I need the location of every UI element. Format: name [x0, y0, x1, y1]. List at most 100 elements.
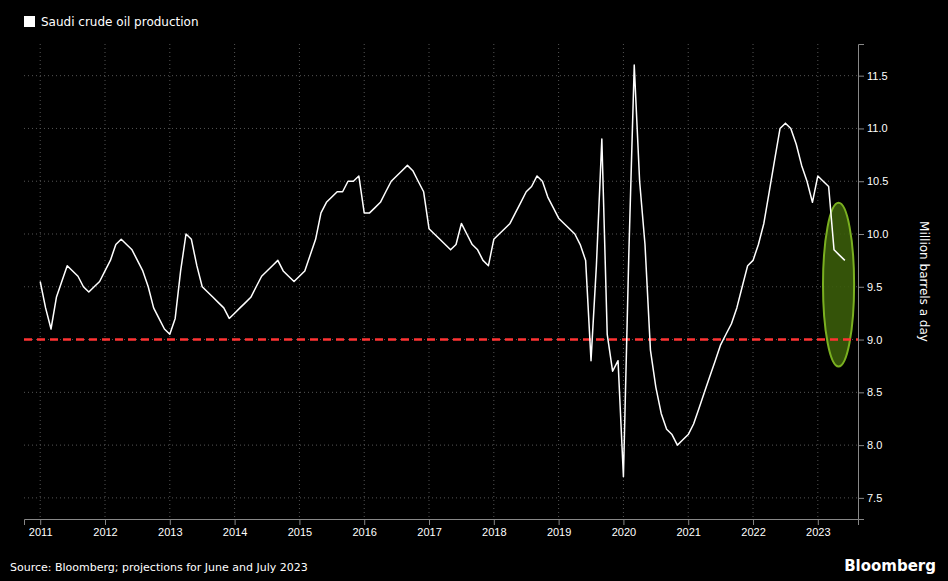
x-tick-label: 2015	[288, 526, 312, 538]
x-tick: 2021	[676, 519, 700, 538]
x-tick-mark	[40, 519, 41, 525]
legend: Saudi crude oil production	[24, 15, 199, 29]
x-tick-label: 2016	[352, 526, 376, 538]
y-tick: 10.0	[858, 228, 888, 240]
x-tick: 2023	[806, 519, 830, 538]
grid-line-y	[24, 445, 858, 446]
x-tick-label: 2018	[482, 526, 506, 538]
y-tick: 8.0	[858, 439, 882, 451]
x-tick-label: 2012	[93, 526, 117, 538]
x-tick: 2015	[288, 519, 312, 538]
y-tick-mark	[858, 340, 864, 341]
y-tick-label: 10.5	[867, 175, 888, 187]
y-tick-label: 7.5	[867, 492, 882, 504]
x-tick: 2016	[352, 519, 376, 538]
grid-line-y	[24, 339, 858, 340]
x-axis: 2011 2012 2013 2014 2015 2016 2017 2018 2019 2020…	[25, 519, 859, 538]
x-axis-line	[25, 520, 859, 526]
x-tick-label: 2022	[741, 526, 765, 538]
x-tick-mark	[170, 519, 171, 525]
y-tick-label: 9.5	[867, 281, 882, 293]
y-tick: 10.5	[858, 175, 888, 187]
grid-line-x	[493, 44, 494, 519]
legend-swatch	[24, 16, 35, 27]
x-tick-mark	[623, 519, 624, 525]
x-tick: 2013	[158, 519, 182, 538]
credit: Bloomberg	[844, 557, 936, 575]
y-tick-mark	[858, 128, 864, 129]
x-tick-mark	[364, 519, 365, 525]
x-tick-label: 2017	[417, 526, 441, 538]
y-axis: 7.5 8.0 8.5 9.0 9.5 10.0 10.5 11.0 11.5	[858, 45, 888, 520]
x-tick-label: 2013	[158, 526, 182, 538]
grid-line-y	[24, 75, 858, 76]
grid-line-y	[24, 181, 858, 182]
grid-line-x	[364, 44, 365, 519]
plot: 2011 2012 2013 2014 2015 2016 2017 2018 2019 2020…	[24, 44, 888, 538]
y-tick: 8.5	[858, 386, 882, 398]
grid-line-y	[24, 128, 858, 129]
x-tick: 2019	[547, 519, 571, 538]
grid-line-x	[558, 44, 559, 519]
grid-line-x	[105, 44, 106, 519]
highlight-ellipse	[823, 203, 854, 367]
x-tick-mark	[429, 519, 430, 525]
marks	[24, 65, 858, 477]
x-tick-mark	[235, 519, 236, 525]
legend-item: Saudi crude oil production	[24, 15, 199, 29]
y-tick-mark	[858, 76, 864, 77]
y-tick-label: 10.0	[867, 228, 888, 240]
grid-line-x	[234, 44, 235, 519]
x-tick: 2018	[482, 519, 506, 538]
x-tick-mark	[688, 519, 689, 525]
y-tick-mark	[858, 498, 864, 499]
x-tick: 2014	[223, 519, 247, 538]
y-tick: 7.5	[858, 492, 882, 504]
x-tick-mark	[105, 519, 106, 525]
series-line	[40, 65, 845, 477]
y-tick-mark	[858, 392, 864, 393]
y-tick-label: 9.0	[867, 334, 882, 346]
x-tick: 2011	[29, 519, 53, 538]
x-tick-mark	[299, 519, 300, 525]
x-tick-label: 2021	[676, 526, 700, 538]
x-tick-label: 2014	[223, 526, 247, 538]
grid-line-x	[429, 44, 430, 519]
source-note: Source: Bloomberg; projections for June …	[10, 561, 308, 574]
grid-line-x	[753, 44, 754, 519]
x-tick-mark	[494, 519, 495, 525]
y-tick: 11.0	[858, 122, 888, 134]
grid-line-x	[817, 44, 818, 519]
reference-line	[24, 338, 858, 341]
y-tick-label: 11.0	[867, 122, 888, 134]
x-tick: 2017	[417, 519, 441, 538]
grid-line-x	[688, 44, 689, 519]
y-tick-mark	[858, 287, 864, 288]
x-tick-label: 2020	[612, 526, 636, 538]
grid-line-x	[299, 44, 300, 519]
x-tick-label: 2019	[547, 526, 571, 538]
x-tick-mark	[559, 519, 560, 525]
y-tick: 9.5	[858, 281, 882, 293]
background	[0, 0, 948, 581]
chart: 2011 2012 2013 2014 2015 2016 2017 2018 2019 2020…	[0, 0, 948, 581]
y-axis-line	[859, 45, 865, 520]
x-tick: 2022	[741, 519, 765, 538]
x-tick: 2012	[93, 519, 117, 538]
y-tick-mark	[858, 445, 864, 446]
grid-line-y	[24, 497, 858, 498]
x-tick-label: 2023	[806, 526, 830, 538]
y-tick: 11.5	[858, 70, 888, 82]
grid-line-y	[24, 234, 858, 235]
y-tick-label: 8.5	[867, 386, 882, 398]
y-tick-mark	[858, 181, 864, 182]
legend-label: Saudi crude oil production	[41, 15, 199, 29]
y-tick-mark	[858, 234, 864, 235]
grid-line-y	[24, 286, 858, 287]
grid-line-x	[169, 44, 170, 519]
y-axis-label: Million barrels a day	[917, 221, 931, 342]
grid	[24, 44, 858, 519]
x-tick-mark	[753, 519, 754, 525]
y-tick: 9.0	[858, 334, 882, 346]
x-tick: 2020	[612, 519, 636, 538]
